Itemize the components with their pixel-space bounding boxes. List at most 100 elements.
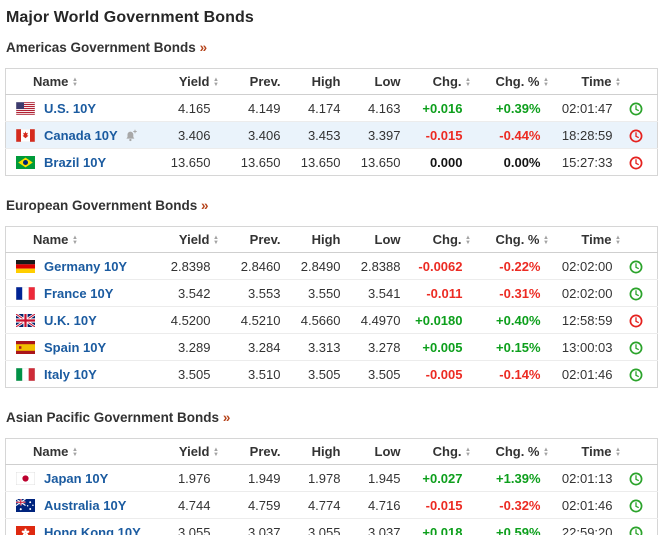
table-row-australia-10y: Australia 10Y 4.744 4.759 4.774 4.716 -0… <box>5 491 658 519</box>
high-value: 4.774 <box>293 491 354 519</box>
table-row-france-10y: France 10Y 3.542 3.553 3.550 3.541 -0.01… <box>5 279 658 307</box>
col-header-yield[interactable]: Yield <box>155 226 224 253</box>
sort-arrows-icon <box>69 236 80 246</box>
table-row-canada-10y: Canada 10Y 3.406 3.406 3.453 3.397 -0.01… <box>5 121 658 149</box>
chevron-right-icon: » <box>201 198 209 213</box>
col-header-yield[interactable]: Yield <box>155 68 224 95</box>
high-value: 3.550 <box>293 279 354 307</box>
chg-value: +0.016 <box>422 100 463 116</box>
col-header-low[interactable]: Low <box>353 226 414 253</box>
table-row-italy-10y: Italy 10Y 3.505 3.510 3.505 3.505 -0.005… <box>5 360 658 388</box>
japan-flag-icon <box>16 472 35 486</box>
bond-link[interactable]: Japan 10Y <box>44 471 109 487</box>
col-header-chg[interactable]: Chg. <box>413 226 476 253</box>
chg-value: +0.0180 <box>413 306 476 334</box>
market-clock-icon <box>629 287 643 301</box>
col-header-name[interactable]: Name <box>5 438 156 465</box>
chg-value: -0.0062 <box>418 258 463 274</box>
chg-value: +0.018 <box>413 518 476 535</box>
bond-link[interactable]: Italy 10Y <box>44 367 97 383</box>
section-heading-label: European Government Bonds <box>6 198 198 213</box>
col-header-prev[interactable]: Prev. <box>223 438 294 465</box>
time-value: 02:02:00 <box>561 258 613 274</box>
col-header-name[interactable]: Name <box>5 226 156 253</box>
chg-pct-value: -0.14% <box>475 360 554 388</box>
col-header-yield[interactable]: Yield <box>155 438 224 465</box>
sort-arrows-icon <box>613 236 624 246</box>
bond-link[interactable]: France 10Y <box>44 286 114 302</box>
col-header-high[interactable]: High <box>293 226 354 253</box>
high-value: 1.978 <box>307 470 341 486</box>
section-heading-asian-pacific-link[interactable]: Asian Pacific Government Bonds » <box>6 410 657 425</box>
col-header-time[interactable]: Time <box>553 68 626 95</box>
bond-link[interactable]: Spain 10Y <box>44 340 107 356</box>
col-header-chg[interactable]: Chg. <box>413 438 476 465</box>
time-value: 22:59:20 <box>553 518 626 535</box>
market-clock-icon <box>629 314 643 328</box>
bond-link[interactable]: Australia 10Y <box>44 498 127 514</box>
table-header-row: Name Yield Prev. High Low Chg. Chg. % Ti… <box>5 438 658 465</box>
chg-pct-value: -0.32% <box>475 491 554 519</box>
yield-value: 13.650 <box>155 148 224 176</box>
table-row-germany-10y: Germany 10Y 2.8398 2.8460 2.8490 2.8388 … <box>6 253 658 280</box>
col-header-low[interactable]: Low <box>353 68 414 95</box>
chg-pct-value: -0.31% <box>475 279 554 307</box>
high-value: 3.055 <box>293 518 354 535</box>
col-header-name[interactable]: Name <box>5 68 156 95</box>
time-value: 13:00:03 <box>553 333 626 361</box>
yield-value: 4.744 <box>155 491 224 519</box>
section-heading-americas-link[interactable]: Americas Government Bonds » <box>6 40 657 55</box>
section-heading-european-link[interactable]: European Government Bonds » <box>6 198 657 213</box>
sort-arrows-icon <box>541 236 552 246</box>
low-value: 3.505 <box>353 360 414 388</box>
table-header-row: Name Yield Prev. High Low Chg. Chg. % Ti… <box>5 68 658 95</box>
sort-arrows-icon <box>541 78 552 88</box>
col-header-high[interactable]: High <box>293 68 354 95</box>
col-header-prev[interactable]: Prev. <box>223 68 294 95</box>
yield-value: 4.5200 <box>155 306 224 334</box>
brazil-flag-icon <box>16 156 35 170</box>
market-clock-icon <box>629 368 643 382</box>
hong-kong-flag-icon <box>16 526 35 535</box>
chg-value: +0.005 <box>413 333 476 361</box>
low-value: 4.716 <box>353 491 414 519</box>
bond-link[interactable]: Hong Kong 10Y <box>44 525 141 535</box>
col-header-chg[interactable]: Chg. <box>413 68 476 95</box>
market-clock-icon <box>629 102 643 116</box>
prev-value: 4.149 <box>247 100 281 116</box>
bond-link[interactable]: U.S. 10Y <box>44 101 97 117</box>
col-header-low[interactable]: Low <box>353 438 414 465</box>
bond-link[interactable]: Canada 10Y <box>44 128 118 144</box>
col-header-clock <box>625 438 658 465</box>
bond-link[interactable]: U.K. 10Y <box>44 313 97 329</box>
col-header-chg-pct[interactable]: Chg. % <box>475 438 554 465</box>
france-flag-icon <box>16 287 35 301</box>
yield-value: 3.289 <box>155 333 224 361</box>
prev-value: 2.8460 <box>240 258 281 274</box>
sort-arrows-icon <box>69 78 80 88</box>
col-header-prev[interactable]: Prev. <box>223 226 294 253</box>
col-header-clock <box>625 68 658 95</box>
chg-value: -0.015 <box>413 491 476 519</box>
table-header-row: Name Yield Prev. High Low Chg. Chg. % Ti… <box>5 226 658 253</box>
chg-value: +0.027 <box>422 470 463 486</box>
chg-pct-value: +1.39% <box>496 470 541 486</box>
market-clock-icon <box>629 341 643 355</box>
col-header-chg-pct[interactable]: Chg. % <box>475 226 554 253</box>
high-value: 3.453 <box>293 121 354 149</box>
add-alert-bell-icon[interactable] <box>124 129 138 142</box>
col-header-time[interactable]: Time <box>553 438 626 465</box>
chg-pct-value: -0.22% <box>499 258 541 274</box>
chg-value: -0.005 <box>413 360 476 388</box>
low-value: 2.8388 <box>360 258 401 274</box>
canada-flag-icon <box>16 129 35 143</box>
table-row-spain-10y: Spain 10Y 3.289 3.284 3.313 3.278 +0.005… <box>5 333 658 361</box>
bond-link[interactable]: Brazil 10Y <box>44 155 107 171</box>
col-header-chg-pct[interactable]: Chg. % <box>475 68 554 95</box>
australia-flag-icon <box>16 499 35 513</box>
prev-value: 3.510 <box>223 360 294 388</box>
col-header-high[interactable]: High <box>293 438 354 465</box>
col-header-time[interactable]: Time <box>553 226 626 253</box>
section-asian-pacific: Asian Pacific Government Bonds » Name Yi… <box>5 410 658 535</box>
bond-link[interactable]: Germany 10Y <box>44 259 128 275</box>
